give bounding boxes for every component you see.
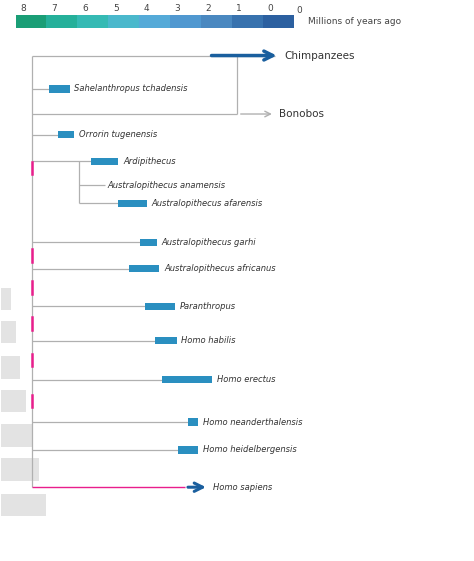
Bar — [48, 85, 70, 93]
Text: 0: 0 — [296, 6, 301, 15]
Text: Sahelanthropus tchadensis: Sahelanthropus tchadensis — [74, 85, 188, 94]
Bar — [1, 321, 16, 343]
Text: Bonobos: Bonobos — [279, 109, 324, 119]
Bar — [1, 494, 46, 516]
Bar — [58, 131, 74, 138]
Text: Paranthropus: Paranthropus — [180, 302, 236, 311]
Bar — [232, 15, 263, 27]
Text: Australopithecus afarensis: Australopithecus afarensis — [151, 199, 263, 208]
Bar — [1, 424, 32, 447]
Text: Ardipithecus: Ardipithecus — [123, 157, 175, 166]
Text: Australopithecus africanus: Australopithecus africanus — [164, 264, 275, 273]
Text: Homo heidelbergensis: Homo heidelbergensis — [203, 445, 297, 454]
Bar — [1, 458, 39, 481]
Bar — [108, 15, 139, 27]
Text: Homo neanderthalensis: Homo neanderthalensis — [203, 417, 302, 426]
Bar — [162, 376, 212, 383]
Bar — [1, 390, 26, 412]
Bar — [128, 265, 159, 273]
Text: 4: 4 — [144, 3, 149, 13]
Bar — [155, 337, 177, 344]
Bar — [46, 15, 77, 27]
Text: Homo sapiens: Homo sapiens — [213, 482, 273, 491]
Bar — [1, 288, 11, 310]
Bar — [139, 15, 170, 27]
Text: Homo habilis: Homo habilis — [182, 336, 236, 345]
Bar — [118, 200, 146, 207]
Text: 1: 1 — [237, 3, 242, 13]
Text: 0: 0 — [267, 3, 273, 13]
Text: Millions of years ago: Millions of years ago — [308, 17, 401, 26]
Text: Australopithecus garhi: Australopithecus garhi — [162, 238, 256, 247]
Text: 8: 8 — [20, 3, 26, 13]
Bar — [91, 158, 118, 165]
Bar — [188, 419, 198, 426]
Text: 7: 7 — [51, 3, 57, 13]
Bar — [77, 15, 108, 27]
Bar — [178, 446, 198, 453]
Text: 2: 2 — [206, 3, 211, 13]
Bar — [1, 356, 20, 379]
Bar — [140, 238, 157, 246]
Text: Australopithecus anamensis: Australopithecus anamensis — [108, 181, 226, 190]
Text: 3: 3 — [174, 3, 181, 13]
Text: 6: 6 — [82, 3, 88, 13]
Bar — [16, 15, 46, 27]
Text: Homo erectus: Homo erectus — [217, 375, 276, 384]
Bar — [263, 15, 293, 27]
Bar — [170, 15, 201, 27]
Bar — [201, 15, 232, 27]
Bar — [145, 302, 175, 310]
Text: Orrorin tugenensis: Orrorin tugenensis — [79, 130, 157, 139]
Text: 5: 5 — [113, 3, 118, 13]
Text: Chimpanzees: Chimpanzees — [284, 50, 355, 61]
